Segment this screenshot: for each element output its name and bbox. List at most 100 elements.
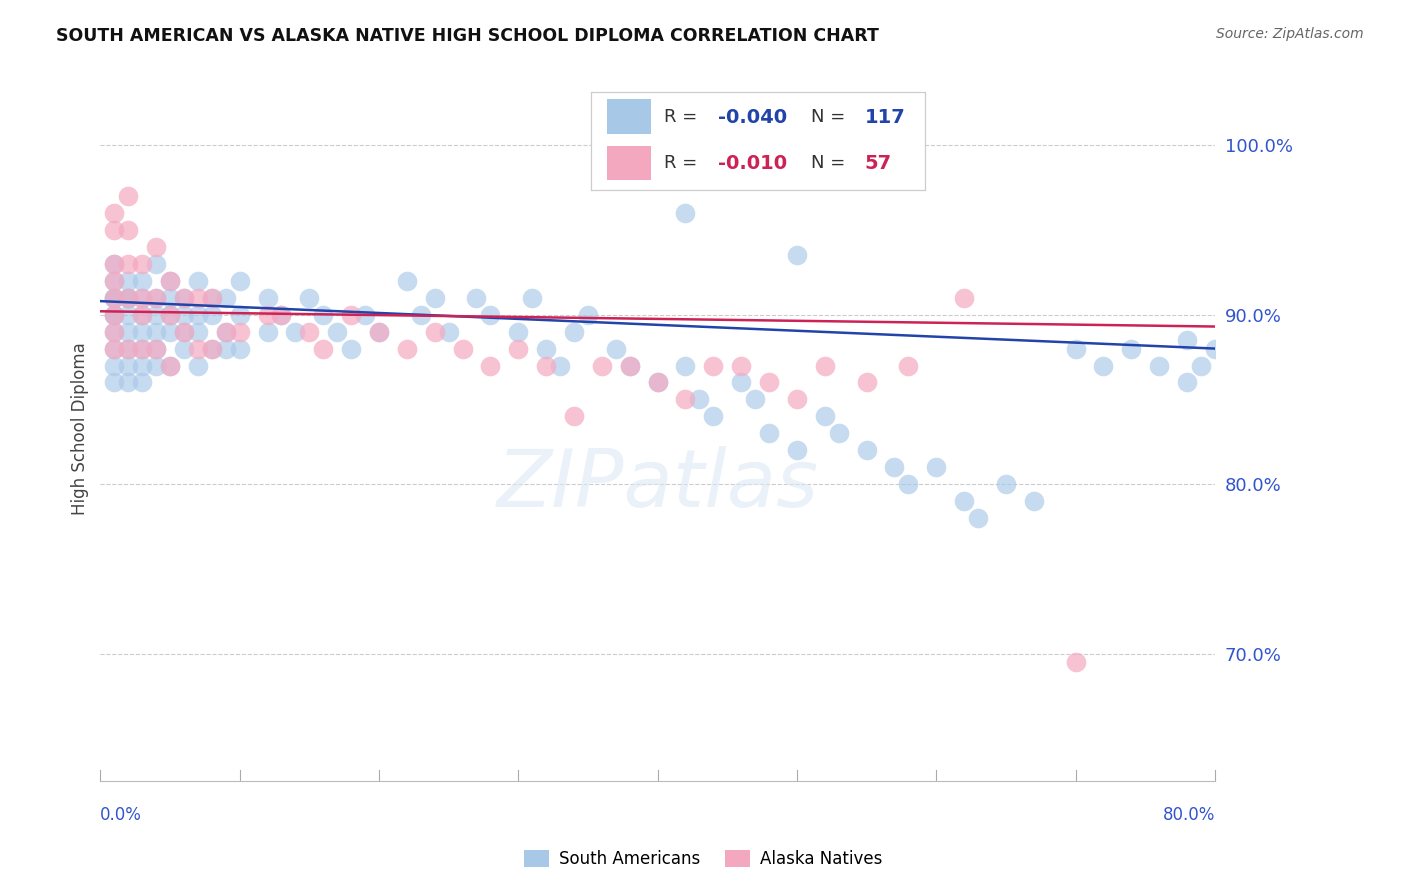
Point	[814, 359, 837, 373]
Point	[562, 409, 585, 424]
Point	[1064, 342, 1087, 356]
Point	[758, 376, 780, 390]
Point	[298, 291, 321, 305]
Point	[548, 359, 571, 373]
Point	[173, 325, 195, 339]
Point	[1175, 376, 1198, 390]
Point	[256, 291, 278, 305]
Point	[465, 291, 488, 305]
Text: 0.0%: 0.0%	[100, 806, 142, 824]
Point	[368, 325, 391, 339]
Text: SOUTH AMERICAN VS ALASKA NATIVE HIGH SCHOOL DIPLOMA CORRELATION CHART: SOUTH AMERICAN VS ALASKA NATIVE HIGH SCH…	[56, 27, 879, 45]
Point	[159, 325, 181, 339]
Point	[117, 257, 139, 271]
Point	[605, 342, 627, 356]
Text: 80.0%: 80.0%	[1163, 806, 1215, 824]
Point	[855, 443, 877, 458]
Point	[576, 308, 599, 322]
Point	[173, 325, 195, 339]
Point	[159, 291, 181, 305]
Point	[814, 409, 837, 424]
Point	[215, 342, 238, 356]
Point	[1092, 359, 1115, 373]
Point	[256, 325, 278, 339]
Point	[688, 392, 710, 407]
Point	[103, 308, 125, 322]
Point	[744, 392, 766, 407]
Point	[479, 359, 502, 373]
Point	[103, 342, 125, 356]
Point	[103, 342, 125, 356]
Point	[395, 342, 418, 356]
Point	[522, 291, 544, 305]
Point	[131, 342, 153, 356]
Point	[187, 291, 209, 305]
Point	[1204, 342, 1226, 356]
Point	[423, 325, 446, 339]
Point	[117, 189, 139, 203]
Point	[675, 392, 697, 407]
Point	[1121, 342, 1143, 356]
Point	[562, 325, 585, 339]
Point	[103, 325, 125, 339]
Point	[145, 325, 167, 339]
Point	[215, 291, 238, 305]
Point	[451, 342, 474, 356]
Point	[201, 342, 224, 356]
Point	[103, 223, 125, 237]
Point	[159, 274, 181, 288]
Point	[117, 291, 139, 305]
Point	[103, 308, 125, 322]
Point	[1147, 359, 1170, 373]
Point	[786, 392, 808, 407]
Point	[508, 325, 530, 339]
Point	[228, 342, 250, 356]
Point	[131, 274, 153, 288]
Point	[103, 274, 125, 288]
Point	[591, 359, 613, 373]
Point	[145, 342, 167, 356]
Point	[187, 342, 209, 356]
Point	[256, 308, 278, 322]
Point	[145, 257, 167, 271]
Point	[730, 359, 752, 373]
Point	[675, 359, 697, 373]
Point	[215, 325, 238, 339]
Point	[117, 342, 139, 356]
Point	[159, 308, 181, 322]
Point	[187, 359, 209, 373]
Point	[647, 376, 669, 390]
Point	[1175, 333, 1198, 347]
Point	[534, 342, 557, 356]
Point	[312, 342, 335, 356]
Point	[675, 206, 697, 220]
Point	[117, 342, 139, 356]
Point	[159, 359, 181, 373]
Point	[131, 308, 153, 322]
Point	[228, 274, 250, 288]
Point	[409, 308, 432, 322]
Point	[897, 477, 920, 491]
Point	[786, 443, 808, 458]
Point	[967, 511, 990, 525]
Point	[1189, 359, 1212, 373]
Text: ZIPatlas: ZIPatlas	[496, 446, 818, 524]
Point	[730, 376, 752, 390]
Point	[994, 477, 1017, 491]
Point	[117, 308, 139, 322]
Point	[925, 460, 948, 475]
Point	[117, 223, 139, 237]
Point	[159, 308, 181, 322]
Point	[1064, 655, 1087, 669]
Point	[103, 257, 125, 271]
Point	[215, 325, 238, 339]
Point	[828, 426, 851, 441]
Point	[131, 291, 153, 305]
Point	[145, 291, 167, 305]
Point	[312, 308, 335, 322]
Point	[284, 325, 307, 339]
Point	[647, 376, 669, 390]
Point	[702, 359, 724, 373]
Point	[103, 257, 125, 271]
Point	[437, 325, 460, 339]
